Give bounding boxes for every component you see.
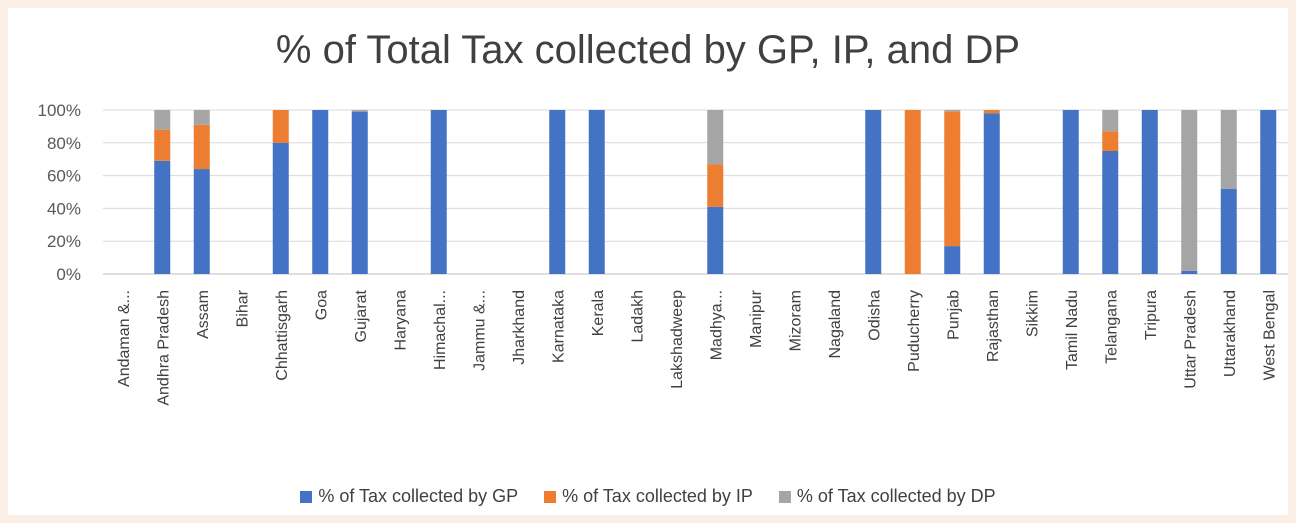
x-tick-label: Tripura: [1143, 290, 1160, 340]
bar-segment-gp: [193, 169, 210, 274]
x-tick-label: Ladakh: [629, 290, 646, 343]
x-tick-label: Kerala: [590, 290, 607, 336]
bar-segment-ip: [707, 164, 724, 207]
x-tick-label: Andaman &...: [116, 290, 133, 387]
legend-label: % of Tax collected by GP: [318, 486, 519, 506]
bar-segment-gp: [1141, 110, 1158, 274]
legend-swatch: [778, 490, 791, 503]
bar-segment-ip: [272, 110, 289, 143]
bar-segment-ip: [1102, 131, 1119, 151]
legend-swatch: [300, 490, 313, 503]
x-tick-label: Telangana: [1103, 290, 1120, 364]
x-tick-label: Goa: [313, 290, 330, 320]
y-tick-label: 20%: [47, 232, 81, 251]
bar-segment-dp: [1220, 110, 1237, 189]
bar-segment-dp: [1181, 110, 1198, 271]
bar-segment-dp: [154, 110, 171, 130]
x-tick-label: Jharkhand: [511, 290, 528, 365]
x-tick-label: Punjab: [945, 290, 962, 340]
x-tick-label: Madhya...: [708, 290, 725, 360]
y-tick-label: 0%: [56, 265, 81, 284]
bar-segment-gp: [588, 110, 605, 274]
bar-segment-ip: [154, 129, 171, 161]
chart-title: % of Total Tax collected by GP, IP, and …: [275, 28, 1021, 72]
y-tick-label: 100%: [38, 101, 81, 120]
legend-item: % of Tax collected by DP: [778, 486, 996, 507]
legend-label: % of Tax collected by DP: [796, 486, 996, 506]
bar-segment-ip: [904, 110, 921, 274]
x-tick-label: Puducherry: [906, 290, 923, 372]
x-tick-label: West Bengal: [1261, 290, 1278, 380]
bar-segment-gp: [1260, 110, 1277, 274]
x-tick-label: Assam: [195, 290, 212, 339]
x-tick-label: Chhattisgarh: [274, 290, 291, 381]
x-tick-label: Uttar Pradesh: [1182, 290, 1199, 389]
legend-label: % of Tax collected by IP: [562, 486, 753, 506]
bar-segment-ip: [944, 111, 961, 247]
bar-segment-dp: [1102, 110, 1119, 132]
x-tick-label: Uttarakhand: [1222, 290, 1239, 377]
bar-segment-ip: [983, 110, 1000, 114]
y-tick-label: 80%: [47, 134, 81, 153]
chart-plot: 0% 20% 40% 60% 80% 100% Andaman &... Andhra Pr…: [38, 101, 1288, 406]
bar-segment-dp: [707, 110, 724, 165]
x-tick-label: Himachal...: [432, 290, 449, 370]
x-tick-label: Nagaland: [827, 290, 844, 359]
bar-segment-dp: [193, 110, 210, 125]
x-tick-label: Mizoram: [787, 290, 804, 351]
x-tick-label: Karnataka: [550, 290, 567, 363]
x-tick-label: Lakshadweep: [669, 290, 686, 389]
bar-segment-gp: [312, 110, 329, 274]
x-tick-label: Andhra Pradesh: [155, 290, 172, 406]
bar-segment-gp: [944, 246, 961, 274]
x-tick-label: Manipur: [748, 289, 765, 347]
bar-segment-gp: [983, 113, 1000, 274]
bar-segment-gp: [1102, 151, 1119, 274]
bar-segment-dp: [351, 110, 368, 112]
bar-segment-gp: [1062, 110, 1079, 274]
bar-segment-gp: [351, 111, 368, 274]
bar-segment-dp: [944, 110, 961, 112]
bar-segment-gp: [865, 110, 882, 274]
y-tick-label: 60%: [47, 167, 81, 186]
legend-item: % of Tax collected by IP: [544, 486, 753, 507]
bar-segment-gp: [154, 160, 171, 274]
x-tick-label: Jammu &...: [471, 290, 488, 371]
x-tick-label: Odisha: [866, 290, 883, 341]
legend-item: % of Tax collected by GP: [300, 486, 518, 507]
x-tick-label: Sikkim: [1024, 290, 1041, 337]
x-tick-label: Bihar: [234, 289, 251, 327]
x-tick-label: Haryana: [392, 290, 409, 351]
bar-segment-gp: [1220, 188, 1237, 274]
legend-swatch: [544, 490, 557, 503]
x-tick-label: Gujarat: [353, 289, 370, 342]
bar-segment-gp: [707, 206, 724, 274]
x-tick-label: Tamil Nadu: [1064, 290, 1081, 370]
bar-segment-ip: [193, 124, 210, 170]
chart-card: % of Total Tax collected by GP, IP, and …: [8, 8, 1288, 515]
bar-segment-gp: [272, 142, 289, 274]
y-tick-label: 40%: [47, 199, 81, 218]
chart-legend: % of Tax collected by GP % of Tax collect…: [8, 486, 1288, 507]
bar-segment-gp: [1181, 270, 1198, 274]
x-tick-label: Rajasthan: [985, 290, 1002, 362]
bar-segment-gp: [549, 110, 566, 274]
bar-segment-gp: [430, 110, 447, 274]
